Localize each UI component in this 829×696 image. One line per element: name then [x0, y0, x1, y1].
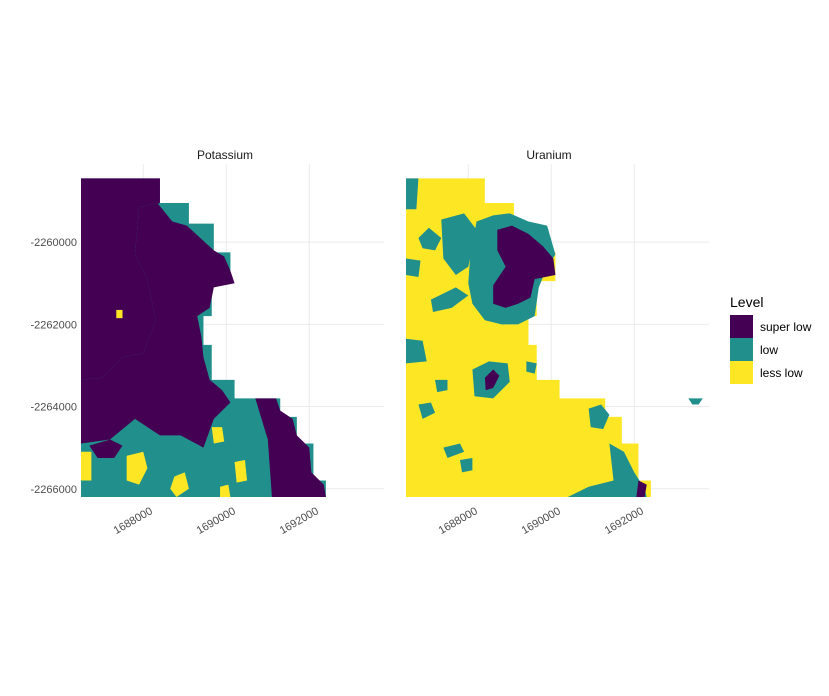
legend-label-less-low: less low: [760, 366, 803, 380]
raster-uranium: [406, 178, 703, 497]
facet-uranium: Uranium 1688000 1690000 1692000: [406, 148, 709, 537]
y-tick-label: -2260000: [31, 237, 78, 249]
x-tick-label: 1688000: [112, 505, 155, 537]
raster-region-super-low: [484, 369, 500, 391]
x-tick-label: 1690000: [520, 505, 563, 537]
x-tick-label: 1692000: [278, 505, 321, 537]
raster-region-low: [406, 338, 427, 364]
raster-region-low: [526, 361, 537, 374]
x-tick-label: 1692000: [603, 505, 646, 537]
raster-region-low: [418, 402, 436, 419]
raster-region-low: [406, 178, 419, 210]
raster-region-low: [459, 457, 473, 473]
raster-region-super-low: [493, 225, 556, 308]
raster-region-low: [435, 379, 448, 393]
legend-swatch-super-low: [730, 315, 753, 338]
legend: Level super low low less low: [730, 294, 812, 384]
raster-potassium: [81, 178, 326, 497]
raster-region-less-low: [81, 451, 92, 481]
raster-region-super-low: [636, 480, 647, 497]
y-tick-label: -2264000: [31, 402, 78, 414]
raster-region-super-low: [81, 178, 235, 448]
raster-region-low: [418, 227, 442, 251]
facet-potassium: Potassium 1688000 1690000 1692000: [81, 148, 384, 537]
raster-region-less-low: [170, 472, 189, 497]
y-tick-label: -2262000: [31, 319, 78, 331]
raster-region-low: [567, 443, 647, 497]
facet-title-potassium: Potassium: [197, 148, 253, 162]
raster-region-less-low: [220, 484, 231, 497]
legend-label-low: low: [760, 343, 778, 357]
raster-region-low: [688, 398, 703, 405]
raster-region-super-low: [89, 439, 123, 458]
x-ticks-uranium: 1688000 1690000 1692000: [437, 505, 646, 537]
raster-region-low: [441, 213, 477, 275]
raster-region-low: [588, 404, 610, 430]
legend-label-super-low: super low: [760, 320, 812, 334]
y-axis-ticks: -2260000 -2262000 -2264000 -2266000: [31, 237, 78, 496]
legend-entries: super low low less low: [730, 315, 812, 384]
facet-title-uranium: Uranium: [526, 148, 571, 162]
x-ticks-potassium: 1688000 1690000 1692000: [112, 505, 321, 537]
raster-region-low: [406, 258, 421, 278]
raster-region-super-low: [81, 178, 160, 380]
raster-region-low: [443, 443, 465, 458]
legend-title: Level: [730, 294, 763, 310]
raster-region-less-low: [234, 460, 248, 483]
legend-swatch-low: [730, 338, 753, 361]
raster-region-low: [430, 287, 469, 312]
x-tick-label: 1688000: [437, 505, 480, 537]
x-tick-label: 1690000: [195, 505, 238, 537]
legend-swatch-less-low: [730, 361, 753, 384]
raster-region-super-low: [255, 398, 326, 497]
y-tick-label: -2266000: [31, 484, 78, 496]
raster-region-less-low: [126, 451, 148, 485]
raster-region-less-low: [211, 427, 225, 444]
raster-region-less-low: [116, 309, 123, 319]
